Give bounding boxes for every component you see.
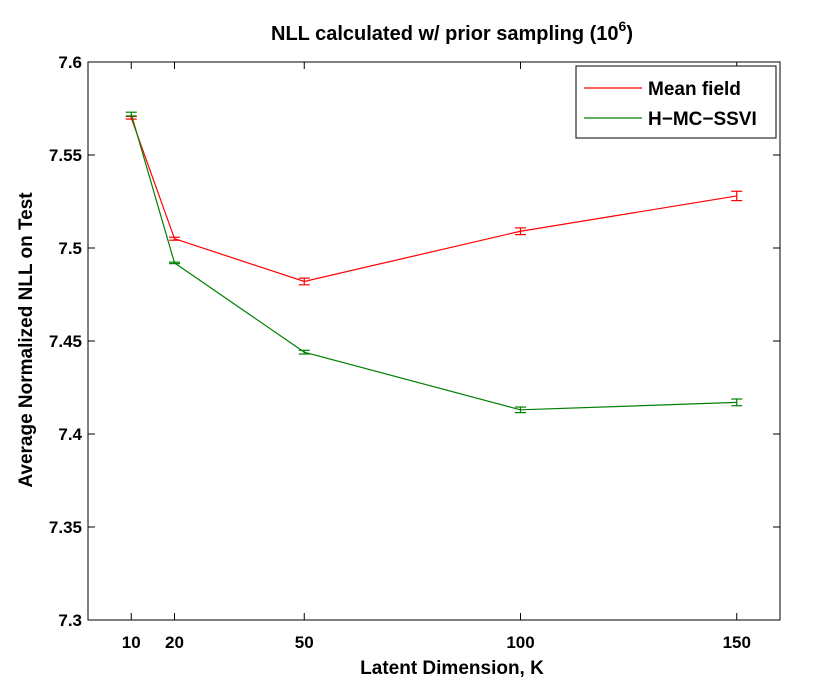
error-bar-1-2 (298, 349, 310, 355)
chart-title-main: NLL calculated w/ prior sampling (10 (271, 23, 619, 45)
error-bar-1-3 (515, 406, 526, 414)
x-tick-label-4: 150 (723, 633, 751, 652)
series-0 (125, 115, 743, 286)
chart-title-suffix: ) (626, 23, 633, 45)
x-tick-label-2: 50 (295, 633, 314, 652)
y-axis-label: Average Normalized NLL on Test (16, 192, 37, 488)
error-bar-0-2 (298, 277, 310, 286)
x-tick-label-0: 10 (122, 633, 141, 652)
series-line-1 (130, 113, 737, 411)
error-bar-0-1 (169, 236, 180, 241)
legend-label-mean-field: Mean field (648, 79, 741, 100)
error-bar-1-1 (169, 261, 180, 265)
y-tick-label-2: 7.4 (58, 425, 82, 444)
series-1 (125, 111, 743, 414)
legend: Mean field H−MC−SSVI (575, 65, 777, 139)
legend-box (575, 65, 777, 139)
error-bar-1-0 (125, 111, 137, 117)
y-tick-label-6: 7.6 (58, 53, 82, 72)
y-tick-label-4: 7.5 (58, 239, 82, 258)
error-bar-1-4 (731, 398, 743, 407)
plot-area-frame (87, 61, 781, 621)
y-tick-label-0: 7.3 (58, 611, 82, 630)
chart-title-superscript: 6 (619, 18, 627, 34)
series-layer (125, 111, 743, 414)
y-tick-label-3: 7.45 (49, 332, 82, 351)
error-bar-0-3 (515, 227, 526, 236)
x-tick-label-3: 100 (506, 633, 534, 652)
x-axis-label: Latent Dimension, K (360, 658, 544, 679)
error-bar-0-4 (731, 190, 743, 202)
chart-title: NLL calculated w/ prior sampling (106) (271, 18, 633, 45)
legend-label-h-mc-ssvi: H−MC−SSVI (648, 109, 757, 130)
error-bar-0-0 (125, 115, 137, 120)
axis-ticks: 7.3 7.35 7.4 7.45 7.5 7.55 7.6 10 20 50 100 150 (49, 53, 780, 652)
series-line-0 (130, 117, 737, 283)
y-tick-label-5: 7.55 (49, 146, 82, 165)
x-tick-label-1: 20 (165, 633, 184, 652)
y-tick-label-1: 7.35 (49, 518, 82, 537)
